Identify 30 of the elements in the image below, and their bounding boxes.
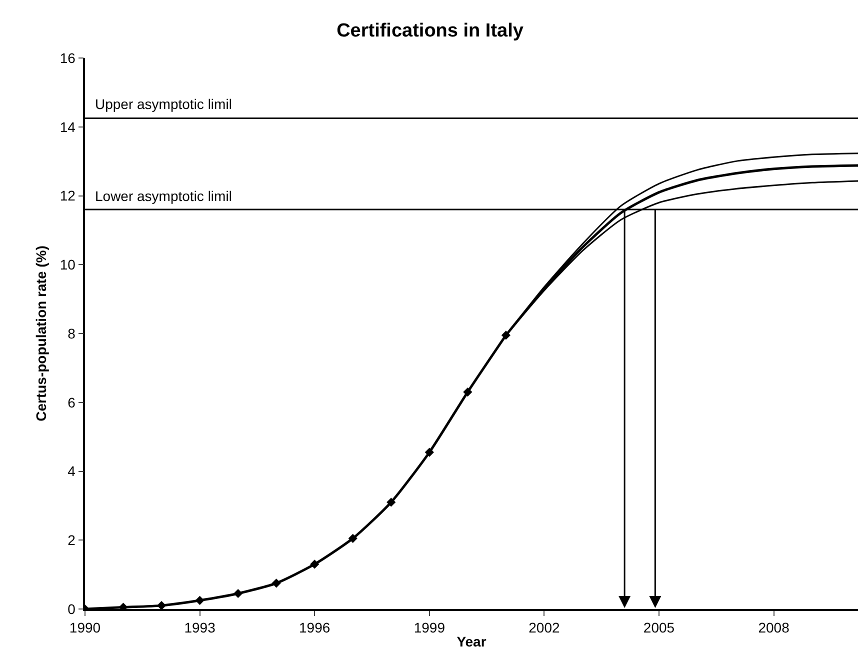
ref-line-label: Lower asymptotic limil <box>95 188 232 204</box>
y-tick-label: 4 <box>68 463 76 480</box>
y-tick-label: 10 <box>60 256 76 273</box>
ref-line-label: Upper asymptotic limil <box>95 96 232 112</box>
y-tick-label: 0 <box>68 600 76 617</box>
x-tick-label: 2005 <box>643 620 675 636</box>
point <box>234 588 243 598</box>
x-tick-label: 1996 <box>299 620 330 636</box>
y-tick-label: 16 <box>60 50 76 66</box>
point <box>310 560 320 569</box>
x-tick-label: 2008 <box>758 620 790 636</box>
x-tick-label: 1990 <box>69 620 101 636</box>
point <box>424 448 434 457</box>
y-tick-label: 14 <box>60 118 76 135</box>
x-tick-label: 1993 <box>184 620 216 636</box>
point <box>348 534 358 543</box>
x-tick-label: 2002 <box>528 620 560 636</box>
point <box>195 596 204 605</box>
point <box>386 498 396 507</box>
point <box>156 601 166 609</box>
point <box>272 578 281 588</box>
y-tick-label: 2 <box>68 532 76 548</box>
y-tick-label: 8 <box>68 325 76 342</box>
x-tick-label: 1999 <box>414 620 446 636</box>
x-axis-title: Year <box>456 633 487 650</box>
y-tick-label: 12 <box>60 188 76 204</box>
y-tick-label: 6 <box>68 394 76 410</box>
y-axis-title: Certus-population rate (%) <box>32 246 49 422</box>
point <box>463 387 472 397</box>
chart-title: Certifications in Italy <box>336 20 524 42</box>
